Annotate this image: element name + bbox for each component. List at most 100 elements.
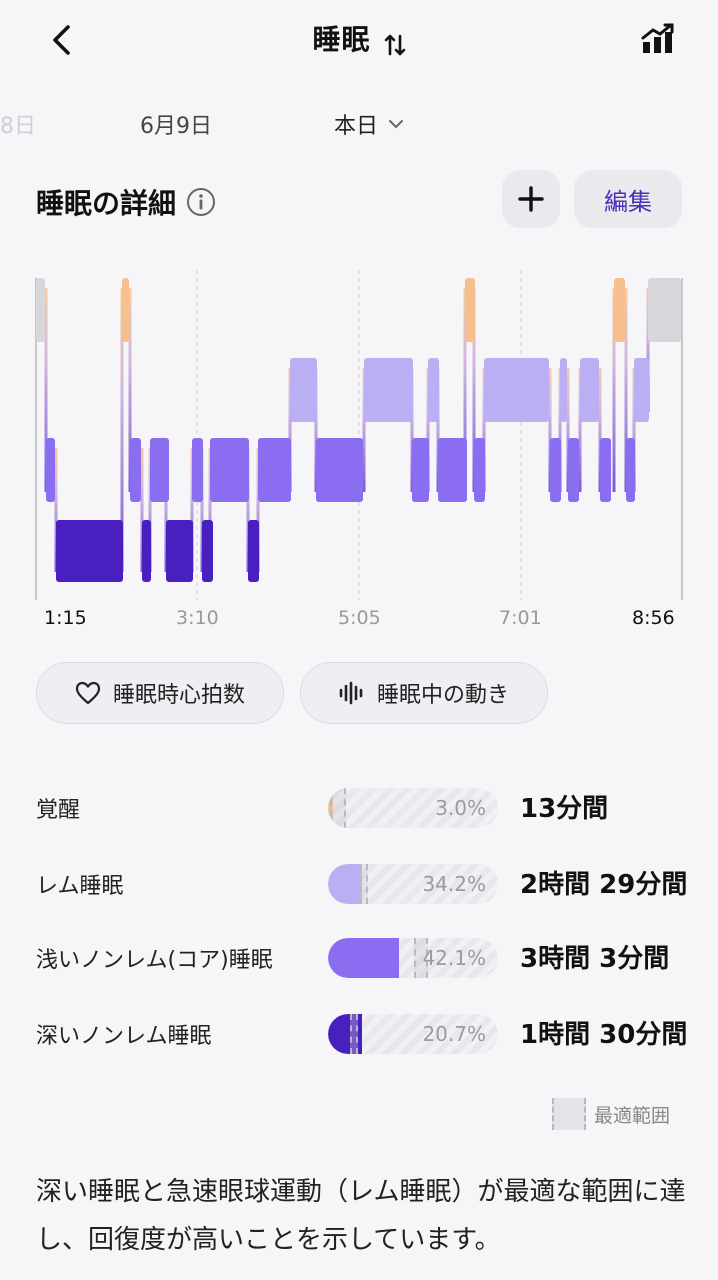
heart-rate-label: 睡眠時心拍数 [112,683,245,708]
stage-segment-awake [122,278,129,342]
optimal-range-marker [360,864,368,904]
stage-percent: 3.0% [435,796,486,820]
stage-transition-line [120,288,124,572]
stage-percent: 34.2% [422,872,486,896]
stage-segment-rem [484,358,549,422]
stage-transition-line [410,368,414,492]
stage-transition-line [426,368,430,492]
date-bar: 8日 6月9日 本日 [0,104,718,144]
stage-segment-core [130,438,141,502]
movement-label: 睡眠中の動き [376,683,509,708]
x-tick-label: 7:01 [499,607,542,629]
stage-transition-line [598,368,602,492]
stage-segment-core [438,438,467,502]
range-label: 本日 [334,114,379,139]
sleep-summary: 深い睡眠と急速眼球運動（レム睡眠）が最適な範囲に達し、回復度が高いことを示してい… [36,1177,686,1255]
section-title: 睡眠の詳細 [36,187,177,220]
optimal-range-swatch [552,1098,586,1130]
stage-segment-core [626,438,635,502]
optimal-range-marker [350,1014,358,1054]
back-button[interactable] [40,18,84,62]
stage-bar: 42.1% [328,938,498,978]
stage-segment-core [150,438,169,502]
stage-transition-line [624,288,628,492]
stage-bar: 20.7% [328,1014,498,1054]
stage-transition-line [578,368,582,492]
stage-duration: 13分間 [520,794,609,824]
edit-button[interactable]: 編集 [574,170,682,228]
x-tick-labels: 1:15 3:10 5:05 7:01 8:56 [44,607,675,629]
stage-transition-line [566,368,570,492]
stage-segment-core [46,438,55,502]
stage-percent: 20.7% [422,1022,486,1046]
waveform-icon [339,681,363,705]
optimal-range-label: 最適範囲 [594,1104,671,1127]
trend-chart-button[interactable] [638,18,678,58]
stage-transition-line [140,448,144,572]
stage-fill [328,864,362,904]
heart-icon [75,681,101,705]
optimal-range-legend: 最適範囲 [552,1098,670,1130]
stage-transition-line [256,448,260,572]
add-button[interactable] [502,170,560,228]
movement-button[interactable]: 睡眠中の動き [300,662,548,724]
stage-segment-core [192,438,203,502]
stage-transition-line [288,368,292,492]
stage-segment-rem [560,358,567,422]
stage-name: 覚醒 [36,798,81,823]
chevron-left-icon [53,25,70,55]
stage-transition-line [482,368,486,492]
stage-transition-line [190,448,194,572]
stage-name: レム睡眠 [36,874,124,899]
stage-row-core: 浅いノンレム(コア)睡眠 42.1% 3時間 3分間 [0,932,718,982]
stage-transition-line [128,288,132,492]
plus-icon [518,186,544,212]
info-icon[interactable] [186,187,216,217]
stage-row-deep: 深いノンレム睡眠 20.7% 1時間 30分間 [0,1008,718,1058]
optimal-range-marker [414,938,428,978]
stage-segment-unknown [36,278,45,342]
heart-rate-button[interactable]: 睡眠時心拍数 [36,662,284,724]
stage-transition-line [314,368,318,492]
stage-segment-rem [364,358,413,422]
stage-transition-line [246,448,250,572]
stage-connectors [44,288,650,572]
date-current[interactable]: 6月9日 [140,114,212,139]
stage-transition-line [558,368,562,492]
stage-transition-line [54,448,58,572]
stage-segment-deep [166,520,193,582]
stage-transition-line [436,368,440,492]
stage-segment-core [474,438,485,502]
stage-row-awake: 覚醒 3.0% 13分間 [0,782,718,832]
stage-segment-deep [142,520,151,582]
stage-transition-line [646,288,650,412]
stage-row-rem: レム睡眠 34.2% 2時間 29分間 [0,858,718,908]
stage-segment-rem [634,358,649,422]
stage-segment-core [412,438,429,502]
stage-transition-line [612,288,616,492]
stage-segment-core [210,438,249,502]
stage-segment-rem [428,358,439,422]
stage-transition-line [208,448,212,572]
title-wrap: 睡眠 [0,18,718,58]
stage-name: 深いノンレム睡眠 [36,1024,212,1049]
chart-axes [35,270,683,600]
page-title: 睡眠 [312,23,371,56]
stage-percent: 42.1% [422,946,486,970]
stage-segments [36,278,681,582]
stage-segment-core [568,438,579,502]
swap-vertical-icon[interactable] [384,33,406,57]
range-selector[interactable]: 本日 [334,108,404,140]
stage-segment-rem [580,358,599,422]
stage-transition-line [463,288,467,492]
stage-segment-core [600,438,611,502]
date-prev[interactable]: 8日 [0,114,36,139]
stage-transition-line [548,368,552,492]
stage-fill [328,938,400,978]
stage-bar: 3.0% [328,788,498,828]
stage-transition-line [44,288,48,492]
stage-transition-line [200,448,204,572]
stage-transition-line [472,288,476,492]
stage-segment-core [316,438,363,502]
bar-chart-trend-icon [641,23,674,53]
